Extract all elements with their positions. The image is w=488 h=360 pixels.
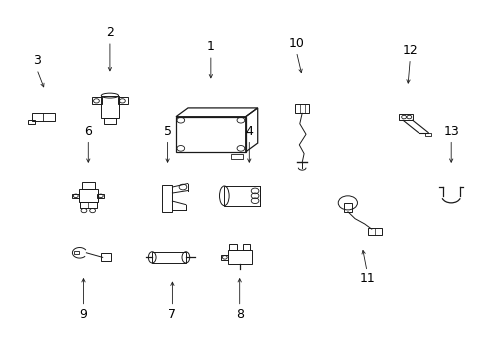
Bar bbox=[28, 120, 35, 125]
Text: 4: 4 bbox=[245, 125, 253, 138]
Bar bbox=[152, 252, 185, 263]
Bar bbox=[91, 97, 102, 104]
Bar bbox=[344, 203, 351, 212]
Bar bbox=[101, 253, 111, 261]
Bar bbox=[101, 96, 118, 118]
Text: 11: 11 bbox=[359, 273, 374, 285]
Bar bbox=[81, 183, 95, 189]
Text: 13: 13 bbox=[443, 125, 458, 138]
Bar bbox=[32, 113, 55, 121]
Text: 12: 12 bbox=[402, 44, 417, 57]
Text: 5: 5 bbox=[163, 125, 171, 138]
Bar bbox=[367, 228, 381, 234]
Bar bbox=[80, 202, 97, 208]
Text: 9: 9 bbox=[80, 308, 87, 321]
Bar bbox=[224, 186, 260, 206]
Bar bbox=[229, 244, 236, 250]
Bar bbox=[72, 194, 79, 198]
Bar bbox=[97, 194, 104, 198]
Bar bbox=[79, 189, 98, 202]
Text: 3: 3 bbox=[33, 54, 41, 67]
Text: 8: 8 bbox=[235, 308, 243, 321]
Bar bbox=[231, 154, 243, 159]
Bar bbox=[117, 97, 128, 104]
Bar bbox=[295, 104, 308, 113]
Text: 10: 10 bbox=[288, 37, 304, 50]
Text: 6: 6 bbox=[84, 125, 92, 138]
Bar bbox=[242, 244, 250, 250]
Bar bbox=[221, 255, 228, 260]
Bar bbox=[176, 117, 245, 152]
Bar bbox=[162, 185, 172, 212]
Text: 2: 2 bbox=[106, 26, 114, 39]
Bar bbox=[425, 132, 430, 136]
Bar bbox=[227, 250, 251, 264]
Text: 1: 1 bbox=[206, 40, 214, 53]
Bar bbox=[74, 251, 79, 254]
Text: 7: 7 bbox=[168, 308, 176, 321]
Bar bbox=[399, 114, 412, 120]
Bar bbox=[104, 118, 116, 124]
